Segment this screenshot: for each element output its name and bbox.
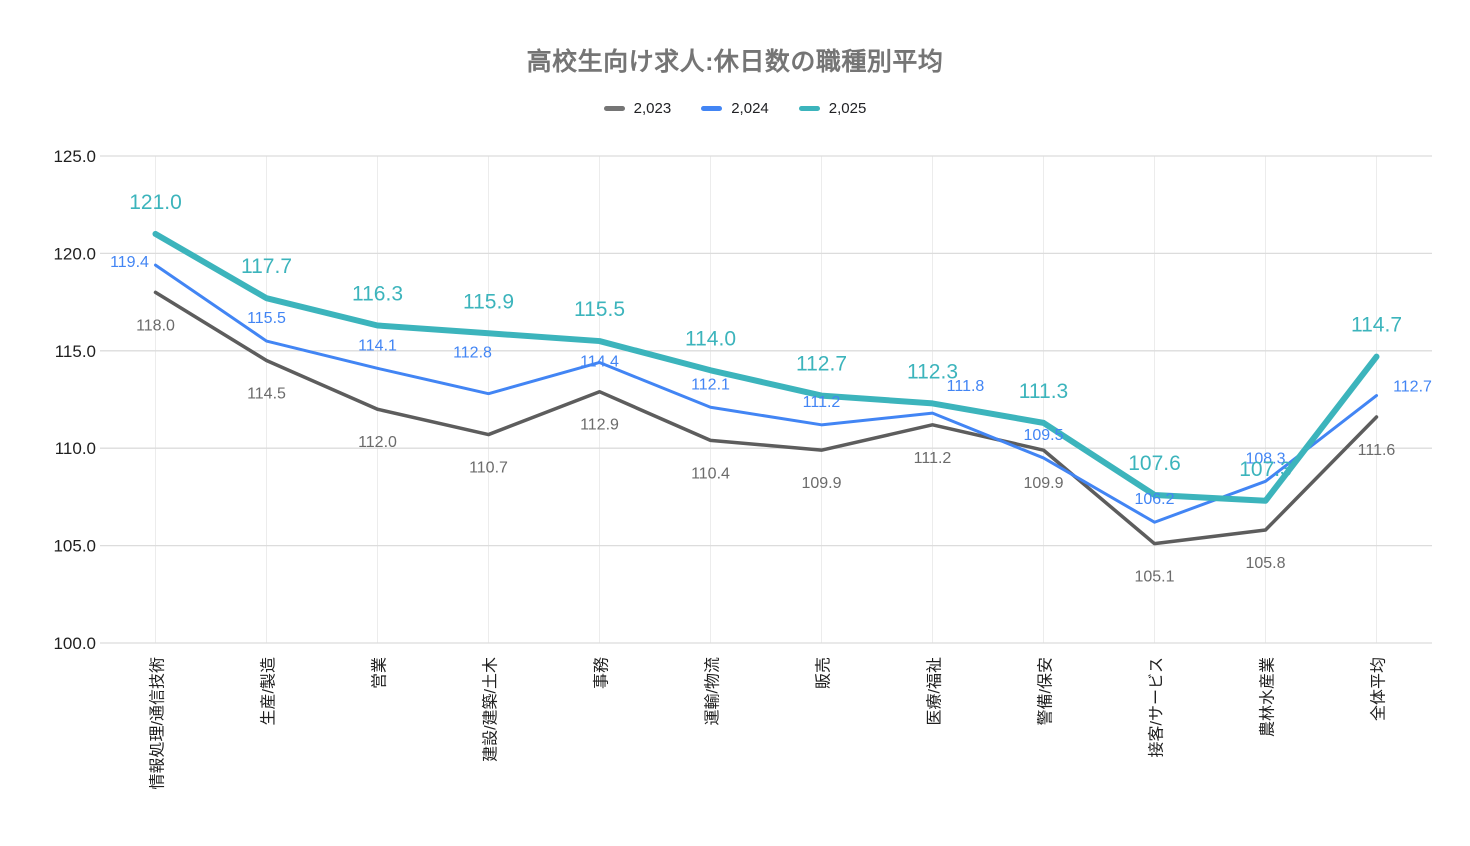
legend-swatch-icon <box>798 106 820 111</box>
data-label: 112.0 <box>358 434 397 451</box>
series-line-2023 <box>153 290 1379 546</box>
data-label: 114.5 <box>247 386 286 403</box>
data-label: 111.8 <box>947 378 985 395</box>
x-category-label: 事務 <box>593 657 611 689</box>
data-label: 107.3 <box>1239 458 1292 481</box>
legend-label: 2,025 <box>828 100 867 117</box>
data-labels-2025: 121.0 117.7 116.3 115.9 115.5 114.0 112.7 112.3… <box>129 191 1402 481</box>
data-label: 112.1 <box>691 376 730 393</box>
y-tick-label: 100.0 <box>53 634 96 653</box>
data-label: 112.9 <box>580 417 619 434</box>
data-label: 114.7 <box>1351 314 1402 337</box>
legend-swatch-icon <box>701 106 723 111</box>
legend-item-2024: 2,024 <box>701 100 769 117</box>
y-tick-label: 105.0 <box>53 537 96 556</box>
chart-title: 高校生向け求人:休日数の職種別平均 <box>526 48 944 76</box>
series-line-2024 <box>154 263 1378 524</box>
y-tick-label: 125.0 <box>53 147 96 166</box>
data-label: 117.7 <box>241 255 292 278</box>
horizontal-gridlines <box>100 155 1432 644</box>
data-label: 111.2 <box>803 394 841 411</box>
data-labels-2023: 118.0 114.5 112.0 110.7 112.9 110.4 109.9 111.2… <box>136 317 1395 585</box>
legend-label: 2,023 <box>633 100 672 117</box>
x-category-label: 接客/サービス <box>1148 657 1166 757</box>
data-label: 111.3 <box>1019 380 1068 403</box>
data-label: 111.2 <box>914 450 952 467</box>
data-label: 109.5 <box>1023 427 1063 444</box>
data-label: 108.3 <box>1245 450 1285 467</box>
y-tick-label: 110.0 <box>55 439 96 458</box>
data-label: 105.1 <box>1134 569 1174 586</box>
data-label: 106.2 <box>1134 491 1174 508</box>
data-label: 116.3 <box>352 282 403 305</box>
legend-swatch-icon <box>603 106 625 111</box>
x-category-label: 農林水産業 <box>1259 657 1277 737</box>
vertical-gridlines <box>155 156 1377 643</box>
x-axis-labels: 情報処理/通信技術 生産/製造 営業 建設/建築/土木 事務 運輸/物流 販売 医療/福祉 警備… <box>149 657 1388 789</box>
data-label: 114.0 <box>685 327 736 350</box>
data-label: 110.7 <box>469 460 508 477</box>
x-category-label: 運輸/物流 <box>704 657 722 725</box>
x-category-label: 医療/福祉 <box>926 657 944 725</box>
data-label: 119.4 <box>110 254 149 271</box>
y-tick-label: 120.0 <box>53 244 96 263</box>
data-label: 115.9 <box>463 290 514 313</box>
x-category-label: 販売 <box>815 657 833 689</box>
y-tick-label: 115.0 <box>55 342 96 361</box>
data-label: 118.0 <box>136 317 175 334</box>
data-labels-2024: 119.4 115.5 114.1 112.8 114.4 112.1 111.2 111.8… <box>110 254 1432 508</box>
data-label: 112.7 <box>1393 379 1432 396</box>
data-label: 114.4 <box>580 353 619 370</box>
data-label: 110.4 <box>691 465 730 482</box>
chart-legend: 2,023 2,024 2,025 <box>0 100 1470 117</box>
data-label: 121.0 <box>129 191 182 214</box>
data-label: 115.5 <box>247 310 286 327</box>
data-label: 105.8 <box>1245 555 1285 572</box>
x-category-label: 生産/製造 <box>260 657 278 725</box>
x-category-label: 建設/建築/土木 <box>482 657 500 762</box>
data-label: 112.7 <box>796 353 847 376</box>
x-category-label: 警備/保安 <box>1037 657 1055 725</box>
y-axis-labels: 100.0 105.0 110.0 115.0 120.0 125.0 <box>53 147 96 653</box>
legend-item-2025: 2,025 <box>798 100 867 117</box>
x-category-label: 営業 <box>371 657 389 689</box>
x-category-label: 情報処理/通信技術 <box>149 657 167 789</box>
data-label: 115.5 <box>574 298 625 321</box>
data-label: 112.8 <box>453 345 492 362</box>
legend-item-2023: 2,023 <box>603 100 672 117</box>
data-label: 109.9 <box>1023 475 1063 492</box>
data-label: 107.6 <box>1128 452 1181 475</box>
series-line-2025 <box>152 230 1380 504</box>
data-label: 114.1 <box>358 337 397 354</box>
data-label: 112.3 <box>907 360 958 383</box>
data-label: 111.6 <box>1358 442 1396 459</box>
legend-label: 2,024 <box>731 100 769 117</box>
x-category-label: 全体平均 <box>1370 657 1388 721</box>
data-label: 109.9 <box>801 475 841 492</box>
